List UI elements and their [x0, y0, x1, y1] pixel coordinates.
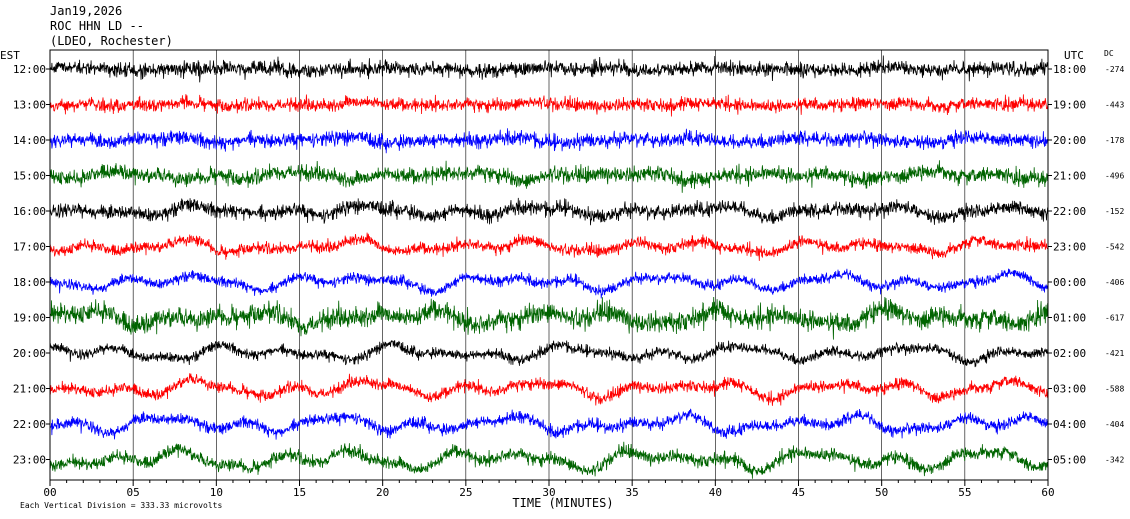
trace-line [49, 373, 1049, 406]
utc-time-label: 23:00 [1053, 241, 1086, 254]
dc-offset-label: -406 [1105, 278, 1124, 287]
label-layer: 00 05 10 15 20 25 30 35 40 45 50 55 60 12:00 18:00 -274… [13, 63, 1125, 499]
utc-time-label: 01:00 [1053, 312, 1086, 325]
est-time-label: 13:00 [13, 99, 46, 112]
header-station: ROC HHN LD -- [50, 19, 144, 33]
right-axis-title: UTC [1064, 49, 1084, 62]
trace-line [49, 340, 1049, 368]
dc-offset-label: -274 [1105, 65, 1124, 74]
x-tick-label: 50 [875, 486, 888, 499]
x-tick-label: 00 [43, 486, 56, 499]
x-tick-label: 55 [958, 486, 971, 499]
dc-title: DC [1104, 49, 1114, 58]
trace-line [49, 94, 1049, 117]
dc-offset-label: -588 [1105, 385, 1124, 394]
est-time-label: 19:00 [13, 312, 46, 325]
dc-offset-label: -496 [1105, 172, 1124, 181]
trace-line [49, 441, 1049, 479]
trace-line [49, 160, 1049, 193]
trace-line [49, 197, 1049, 226]
left-axis-title: EST [0, 49, 20, 62]
trace-line [49, 128, 1049, 154]
x-tick-label: 40 [709, 486, 722, 499]
header-date: Jan19,2026 [50, 4, 122, 18]
x-tick-label: 10 [210, 486, 223, 499]
dc-offset-label: -421 [1105, 349, 1124, 358]
dc-offset-label: -617 [1105, 314, 1124, 323]
x-tick-label: 20 [376, 486, 389, 499]
est-time-label: 17:00 [13, 241, 46, 254]
trace-line [49, 55, 1049, 83]
utc-time-label: 20:00 [1053, 134, 1086, 147]
x-tick-label: 35 [626, 486, 639, 499]
dc-offset-label: -443 [1105, 101, 1124, 110]
utc-time-label: 21:00 [1053, 170, 1086, 183]
x-tick-label: 05 [127, 486, 140, 499]
footer-note: Each Vertical Division = 333.33 microvol… [20, 501, 222, 510]
utc-time-label: 22:00 [1053, 205, 1086, 218]
dc-offset-label: -342 [1105, 456, 1124, 465]
est-time-label: 12:00 [13, 63, 46, 76]
x-tick-label: 15 [293, 486, 306, 499]
utc-time-label: 00:00 [1053, 276, 1086, 289]
utc-time-label: 18:00 [1053, 63, 1086, 76]
est-time-label: 14:00 [13, 134, 46, 147]
est-time-label: 20:00 [13, 347, 46, 360]
trace-line [49, 268, 1049, 299]
est-time-label: 21:00 [13, 383, 46, 396]
x-tick-label: 60 [1041, 486, 1054, 499]
est-time-label: 15:00 [13, 170, 46, 183]
plot-frame [49, 49, 1049, 481]
header-network: (LDEO, Rochester) [50, 34, 173, 48]
trace-line [49, 296, 1049, 340]
x-axis-label: TIME (MINUTES) [512, 496, 613, 510]
x-tick-label: 25 [459, 486, 472, 499]
est-time-label: 16:00 [13, 205, 46, 218]
est-time-label: 22:00 [13, 418, 46, 431]
dc-offset-label: -404 [1105, 420, 1124, 429]
trace-line [49, 232, 1049, 261]
utc-time-label: 04:00 [1053, 418, 1086, 431]
x-tick-label: 45 [792, 486, 805, 499]
utc-time-label: 02:00 [1053, 347, 1086, 360]
utc-time-label: 03:00 [1053, 383, 1086, 396]
est-time-label: 18:00 [13, 276, 46, 289]
dc-offset-label: -152 [1105, 207, 1124, 216]
est-time-label: 23:00 [13, 454, 46, 467]
utc-time-label: 19:00 [1053, 99, 1086, 112]
trace-line [49, 408, 1049, 440]
dc-offset-label: -542 [1105, 243, 1124, 252]
grid [46, 50, 1052, 486]
x-tick-label: 30 [542, 486, 555, 499]
dc-offset-label: -178 [1105, 136, 1124, 145]
trace-layer [49, 55, 1049, 479]
utc-time-label: 05:00 [1053, 454, 1086, 467]
